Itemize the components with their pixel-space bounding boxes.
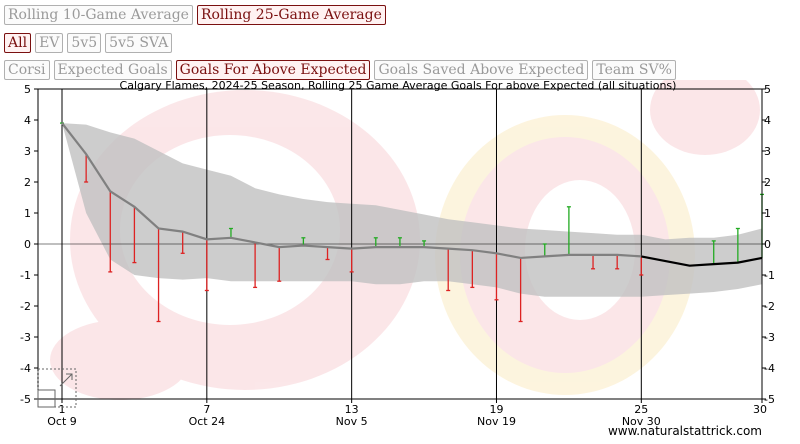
rolling-10-button[interactable]: Rolling 10-Game Average [4,5,193,25]
situation-5v5-button[interactable]: 5v5 [67,33,102,53]
chart-title: Calgary Flames, 2024-25 Season, Rolling … [120,80,677,92]
y-tick-label-right: 2 [764,176,771,189]
game-bars [60,122,764,323]
y-tick-label-left: -4 [20,362,31,375]
y-tick-label-right: -4 [764,362,775,375]
x-tick-label: 7 [203,403,210,416]
rolling-25-button[interactable]: Rolling 25-Game Average [196,5,386,25]
y-tick-label-left: -3 [20,331,31,344]
situation-buttons: All EV 5v5 5v5 SVA [4,33,173,53]
y-axis-left: 5 4 3 2 1 0 -1 -2 -3 -4 -5 [20,83,38,406]
y-tick-label-right: 0 [764,238,771,251]
metric-buttons: Corsi Expected Goals Goals For Above Exp… [4,60,676,80]
situation-5v5-sva-button[interactable]: 5v5 SVA [105,33,173,53]
y-tick-label-left: 5 [24,83,31,96]
expand-chart-icon[interactable] [37,368,77,408]
metric-gsax-button[interactable]: Goals Saved Above Expected [374,60,589,80]
y-tick-label-right: 1 [764,207,771,220]
y-tick-label-left: -5 [20,393,31,406]
rolling-average-line [61,122,642,260]
y-tick-label-left: -1 [20,269,31,282]
y-tick-label-right: -3 [764,331,775,344]
rolling-window-buttons: Rolling 10-Game Average Rolling 25-Game … [4,5,386,25]
y-tick-label-right: -5 [764,393,775,406]
range-band-area [62,123,762,297]
rolling-lines [61,122,763,267]
y-tick-label-left: 4 [24,114,31,127]
x-date-label: Nov 19 [477,415,516,428]
y-tick-label-left: 1 [24,207,31,220]
x-date-label: Oct 9 [47,415,77,428]
x-date-label: Nov 30 [622,415,661,428]
y-tick-label-right: -2 [764,300,775,313]
metric-gfax-button[interactable]: Goals For Above Expected [175,60,371,80]
situation-all-button[interactable]: All [4,33,32,53]
x-tick-label: 25 [634,403,648,416]
recent-average-line [641,255,763,267]
y-tick-label-left: 0 [24,238,31,251]
y-axis-right: 5 4 3 2 1 0 -1 -2 -3 -4 -5 [762,83,775,406]
metric-team-svpct-button[interactable]: Team SV% [592,60,676,80]
situation-ev-button[interactable]: EV [35,33,64,53]
x-tick-label: 13 [345,403,359,416]
metric-expected-goals-button[interactable]: Expected Goals [53,60,172,80]
watermark: www.naturalstattrick.com [608,424,762,438]
x-date-label: Nov 5 [336,415,368,428]
y-tick-label-left: 3 [24,145,31,158]
metric-corsi-button[interactable]: Corsi [4,60,50,80]
y-tick-label-right: 3 [764,145,771,158]
x-tick-label: 1 [59,403,66,416]
y-tick-label-right: -1 [764,269,775,282]
range-band [62,123,762,297]
y-tick-label-right: 4 [764,114,771,127]
x-tick-label: 30 [753,403,767,416]
y-tick-label-left: -2 [20,300,31,313]
x-date-label: Oct 24 [189,415,226,428]
y-tick-label-left: 2 [24,176,31,189]
y-tick-label-right: 5 [764,83,771,96]
x-tick-label: 19 [489,403,503,416]
